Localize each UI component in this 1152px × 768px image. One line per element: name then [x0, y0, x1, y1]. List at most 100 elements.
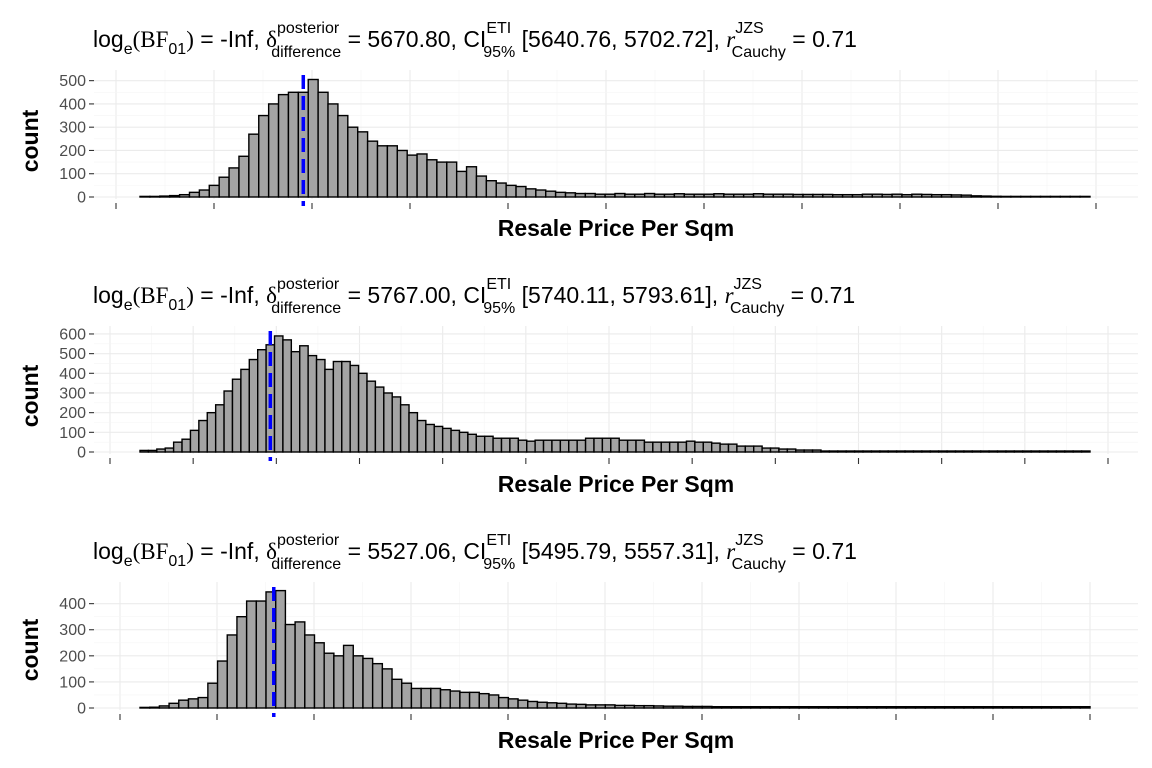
x-axis-label-1: Resale Price Per Sqm	[498, 215, 735, 241]
histogram-bar	[901, 193, 913, 198]
histogram-bar	[313, 642, 325, 709]
y-axis-label-2: count	[17, 364, 43, 427]
histogram-bar	[366, 140, 379, 198]
chart-panel-3: loge(BF01) = -Inf, δposterior difference …	[17, 532, 1138, 753]
histogram-bar	[660, 441, 671, 453]
histogram-bar	[701, 705, 713, 709]
histogram-bar	[996, 450, 1007, 453]
histogram-bar	[1055, 450, 1066, 453]
histogram-bar	[240, 368, 250, 453]
histogram-bar	[930, 193, 943, 198]
histogram-bar	[178, 193, 191, 198]
histogram-bar	[576, 439, 587, 453]
y-tick-label: 0	[77, 701, 86, 718]
histogram-bar	[1050, 705, 1062, 709]
histogram-bar	[559, 439, 570, 453]
histogram-bar	[672, 705, 684, 709]
histogram-bar	[391, 396, 402, 453]
histogram-bar	[556, 702, 568, 709]
histogram-bar	[450, 429, 461, 453]
histogram-bar	[713, 193, 725, 198]
chart-panel-1: loge(BF01) = -Inf, δposterior difference …	[17, 20, 1138, 241]
histogram-bar	[853, 450, 864, 453]
histogram-bar	[786, 448, 797, 453]
histogram-bar	[694, 441, 704, 453]
histogram-bar	[971, 450, 982, 453]
histogram-bar	[934, 705, 946, 709]
histogram-bar	[618, 439, 629, 453]
y-tick-label: 500	[59, 73, 86, 90]
x-axis-label-3: Resale Price Per Sqm	[498, 727, 735, 753]
histogram-bar	[156, 448, 166, 453]
histogram-bar	[478, 692, 490, 709]
histogram-bar	[895, 705, 907, 709]
histogram-bar	[1031, 705, 1043, 709]
histogram-bar	[970, 195, 982, 198]
histogram-bar	[845, 450, 856, 453]
histogram-bar	[497, 696, 510, 709]
histogram-bar	[711, 705, 723, 709]
histogram-bar	[231, 378, 242, 453]
y-tick-label: 100	[59, 166, 86, 183]
histogram-bar	[236, 615, 248, 709]
histogram-bar	[198, 419, 208, 453]
histogram-bar	[963, 450, 974, 453]
histogram-bar	[248, 133, 260, 198]
histogram-bar	[1021, 705, 1033, 709]
histogram-bar	[465, 166, 478, 198]
histogram-bar	[527, 700, 539, 709]
y-tick-label: 200	[59, 143, 86, 160]
histogram-bar	[158, 705, 170, 709]
histogram-bar	[828, 450, 839, 453]
histogram-bar	[668, 441, 679, 453]
histogram-bar	[1030, 450, 1041, 453]
histogram-bar	[223, 390, 234, 453]
histogram-bar	[812, 193, 824, 198]
histogram-bar	[827, 705, 839, 709]
histogram-bar	[862, 450, 873, 453]
histogram-bar	[702, 441, 713, 453]
histogram-bar	[337, 114, 349, 198]
histogram-bar	[856, 705, 868, 709]
histogram-bar	[208, 184, 220, 198]
histogram-bar	[551, 439, 562, 453]
histogram-bar	[653, 193, 666, 198]
histogram-bar	[459, 691, 471, 709]
histogram-bar	[197, 696, 209, 709]
histogram-bar	[374, 386, 385, 453]
histogram-bar	[841, 193, 854, 198]
chart-title-1: loge(BF01) = -Inf, δposterior difference …	[93, 20, 857, 61]
histogram-bar	[904, 450, 915, 453]
histogram-bar	[626, 439, 637, 453]
histogram-bar	[238, 155, 250, 198]
histogram-bar	[673, 193, 685, 198]
histogram-bar	[1000, 195, 1012, 198]
histogram-bar	[349, 364, 360, 453]
histogram-bar	[761, 447, 772, 453]
y-tick-label: 400	[59, 366, 86, 383]
histogram-bar	[430, 687, 442, 709]
histogram-bar	[564, 192, 577, 198]
histogram-bar	[610, 437, 620, 453]
histogram-bar	[554, 191, 567, 198]
histogram-bar	[357, 372, 368, 453]
histogram-bar	[911, 193, 923, 198]
histogram-bar	[139, 706, 151, 709]
histogram-bar	[436, 161, 448, 198]
histogram-bar	[943, 705, 955, 709]
histogram-bar	[953, 705, 965, 709]
histogram-bar	[727, 443, 738, 453]
histogram-bar	[542, 439, 553, 453]
chart-title-3: loge(BF01) = -Inf, δposterior difference …	[93, 532, 857, 573]
histogram-bar	[568, 439, 578, 453]
histogram-bar	[643, 704, 655, 709]
histogram-bar	[475, 435, 486, 453]
histogram-bar	[960, 194, 972, 198]
histogram-bar	[921, 450, 931, 453]
histogram-bar	[317, 91, 329, 198]
histogram-bar	[1020, 195, 1032, 198]
y-tick-label: 600	[59, 326, 86, 343]
histogram-bar	[139, 195, 151, 198]
histogram-bar	[273, 335, 284, 453]
histogram-bar	[391, 678, 403, 709]
